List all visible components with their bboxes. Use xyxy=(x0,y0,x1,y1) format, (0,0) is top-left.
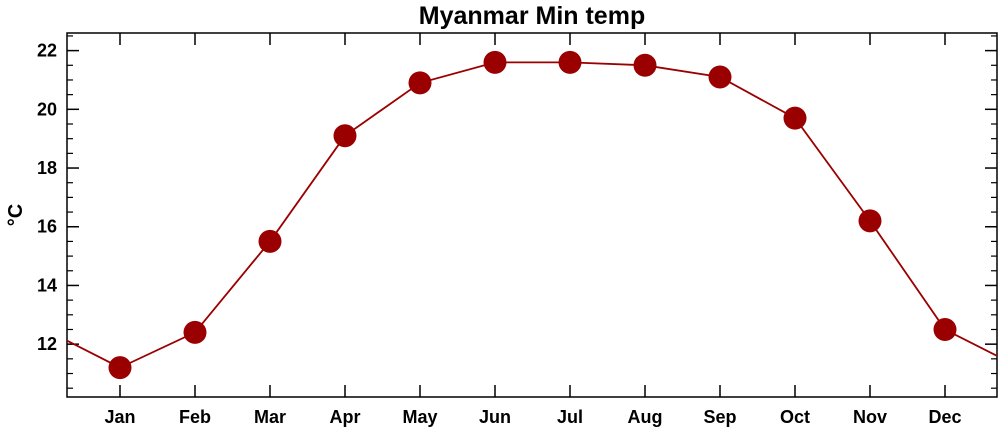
y-tick-label: 12 xyxy=(37,334,57,354)
x-tick-label: Dec xyxy=(928,407,961,427)
x-tick-label: Oct xyxy=(780,407,810,427)
data-point-may xyxy=(408,71,432,95)
x-tick-labels: Jan Feb Mar Apr May Jun Jul Aug Sep Oct Nov Dec xyxy=(104,407,961,427)
data-point-feb xyxy=(183,320,207,344)
x-tick-label: Feb xyxy=(179,407,211,427)
data-point-jan xyxy=(108,356,132,380)
y-tick-label: 22 xyxy=(37,41,57,61)
data-point-jun xyxy=(483,50,507,74)
y-tick-label: 16 xyxy=(37,217,57,237)
data-point-jul xyxy=(558,50,582,74)
data-point-apr xyxy=(333,124,357,148)
series-line xyxy=(67,61,997,369)
data-point-mar xyxy=(258,229,282,253)
x-tick-label: Jul xyxy=(557,407,583,427)
x-tick-label: Mar xyxy=(254,407,286,427)
y-tick-label: 20 xyxy=(37,99,57,119)
x-tick-label: Nov xyxy=(853,407,887,427)
x-tick-label: Aug xyxy=(628,407,663,427)
y-tick-label: 14 xyxy=(37,275,57,295)
y-axis-label: °C xyxy=(5,204,27,226)
x-tick-label: May xyxy=(402,407,437,427)
data-point-sep xyxy=(708,65,732,89)
axis-ticks xyxy=(67,33,997,397)
data-point-dec xyxy=(933,317,957,341)
x-tick-label: Jun xyxy=(479,407,511,427)
data-point-nov xyxy=(858,209,882,233)
series-layer xyxy=(67,50,997,380)
x-tick-label: Sep xyxy=(703,407,736,427)
x-tick-label: Apr xyxy=(330,407,361,427)
y-tick-labels: 12 14 16 18 20 22 xyxy=(37,41,57,355)
plot-frame xyxy=(66,32,998,398)
data-point-aug xyxy=(633,53,657,77)
data-point-oct xyxy=(783,106,807,130)
y-tick-label: 18 xyxy=(37,158,57,178)
x-tick-label: Jan xyxy=(104,407,135,427)
chart-title: Myanmar Min temp xyxy=(419,2,645,30)
